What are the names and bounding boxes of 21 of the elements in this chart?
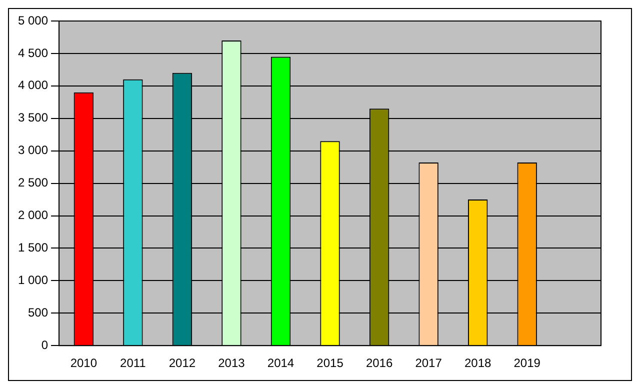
y-tick-label: 0 xyxy=(41,338,48,352)
x-tick-label: 2013 xyxy=(218,356,246,370)
y-tick-label: 3 500 xyxy=(18,110,48,125)
y-tick-label: 2 000 xyxy=(18,208,48,222)
x-tick-label: 2012 xyxy=(168,356,196,370)
y-tick-label: 1 500 xyxy=(18,240,48,255)
y-tick-label: 5 000 xyxy=(18,13,48,28)
y-tick-label: 4 500 xyxy=(18,46,48,60)
y-tick-label: 500 xyxy=(28,305,48,320)
x-tick-label: 2019 xyxy=(514,356,541,370)
y-tick-label: 4 000 xyxy=(18,78,48,92)
x-tick-label: 2010 xyxy=(70,356,98,370)
x-tick-label: 2015 xyxy=(316,356,344,370)
y-tick-label: 1 000 xyxy=(18,272,48,287)
y-tick-label: 3 000 xyxy=(18,143,48,158)
x-tick-label: 2016 xyxy=(366,356,393,370)
x-tick-label: 2014 xyxy=(267,356,294,370)
x-tick-label: 2017 xyxy=(415,356,442,370)
x-tick-label: 2018 xyxy=(464,356,492,370)
y-tick-label: 2 500 xyxy=(18,176,48,190)
x-tick-label: 2011 xyxy=(120,356,146,370)
